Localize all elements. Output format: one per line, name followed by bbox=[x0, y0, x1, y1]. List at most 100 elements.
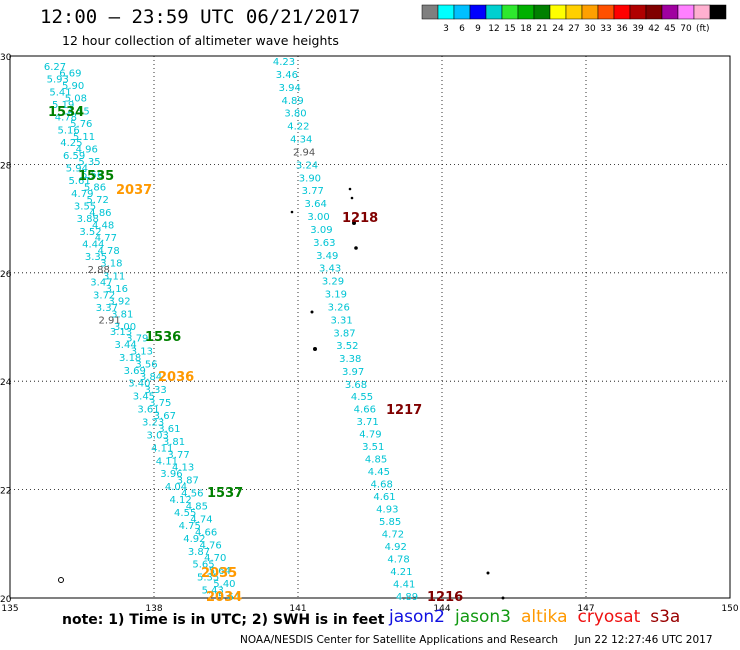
wave-height-value: 5.64 bbox=[218, 592, 240, 603]
wave-height-value: 4.66 bbox=[354, 405, 376, 416]
wave-height-value: 4.12 bbox=[169, 495, 191, 506]
wave-height-value: 3.49 bbox=[316, 251, 338, 262]
scale-color-box bbox=[645, 4, 663, 20]
map-frame bbox=[9, 55, 731, 599]
lon-tick-label: 147 bbox=[577, 604, 594, 614]
wave-height-value: 2.91 bbox=[99, 316, 121, 327]
satellite-legend: jason2 jason3 altika cryosat s3a bbox=[389, 607, 690, 627]
wave-height-value: 4.72 bbox=[382, 530, 404, 541]
wave-height-value: 4.78 bbox=[97, 246, 119, 257]
scale-color-box bbox=[517, 4, 535, 20]
wave-height-value: 4.78 bbox=[387, 555, 409, 566]
wave-height-value: 3.87 bbox=[333, 328, 355, 339]
wave-height-value: 4.66 bbox=[195, 527, 217, 538]
wave-height-value: 3.24 bbox=[296, 160, 318, 171]
lon-tick-label: 150 bbox=[721, 604, 738, 614]
axis-labels: 135 138 141 144 147 150 30 28 26 24 22 20 bbox=[0, 53, 739, 614]
scale-label: 42 bbox=[648, 24, 659, 34]
wave-height-value: 3.81 bbox=[111, 309, 133, 320]
wave-height-value: 3.90 bbox=[299, 173, 321, 184]
wave-height-value: 3.77 bbox=[302, 186, 324, 197]
wave-height-value: 4.11 bbox=[151, 443, 173, 454]
wave-height-value: 3.43 bbox=[319, 264, 341, 275]
wave-height-value: 3.52 bbox=[79, 227, 101, 238]
wave-height-value: 3.09 bbox=[310, 225, 332, 236]
wave-height-value: 4.76 bbox=[200, 540, 222, 551]
lat-tick-label: 24 bbox=[0, 378, 12, 388]
scale-label: 30 bbox=[584, 24, 596, 34]
wave-height-value: 4.75 bbox=[179, 521, 201, 532]
wave-height-value: 5.16 bbox=[58, 125, 80, 136]
wave-height-value: 3.71 bbox=[356, 417, 378, 428]
scale-color-box bbox=[421, 4, 439, 20]
scale-color-box bbox=[485, 4, 503, 20]
scale-color-box bbox=[581, 4, 599, 20]
wave-height-value: 3.68 bbox=[345, 380, 367, 391]
wave-height-value: 3.19 bbox=[325, 290, 347, 301]
scale-color-box bbox=[661, 4, 679, 20]
wave-height-value: 3.18 bbox=[100, 259, 122, 270]
wave-height-value: 5.11 bbox=[73, 132, 95, 143]
color-scale: 3 6 9 12 15 18 21 24 27 30 33 36 39 42 45 70 (ft) bbox=[421, 4, 727, 34]
wave-height-value: 5.43 bbox=[202, 586, 224, 597]
wave-height-value: 4.23 bbox=[273, 57, 295, 68]
legend-item-jason3: jason3 bbox=[455, 607, 511, 627]
pass-label: 2035 bbox=[201, 566, 237, 581]
wave-height-value: 4.89 bbox=[282, 96, 304, 107]
scale-label: 21 bbox=[536, 24, 547, 34]
wave-height-value: 5.35 bbox=[78, 157, 100, 168]
wave-height-value: 3.63 bbox=[313, 238, 335, 249]
legend-item-jason2: jason2 bbox=[389, 607, 445, 627]
wave-height-value: 5.94 bbox=[66, 163, 88, 174]
wave-height-value: 3.77 bbox=[167, 450, 189, 461]
wave-height-value: 4.45 bbox=[368, 467, 390, 478]
wave-height-value: 4.74 bbox=[190, 514, 212, 525]
wave-height-value: 4.34 bbox=[290, 135, 312, 146]
wave-height-value: 5.19 bbox=[52, 100, 74, 111]
scale-unit: (ft) bbox=[696, 24, 710, 34]
scale-label: 27 bbox=[568, 24, 579, 34]
wave-height-value: 3.87 bbox=[188, 547, 210, 558]
scale-label: 18 bbox=[520, 24, 532, 34]
wave-height-value: 3.52 bbox=[336, 341, 358, 352]
wave-height-value: 6.69 bbox=[59, 68, 81, 79]
wave-height-value: 3.96 bbox=[160, 469, 182, 480]
wave-height-value: 3.75 bbox=[149, 398, 171, 409]
footnote: note: 1) Time is in UTC; 2) SWH is in fe… bbox=[62, 612, 385, 628]
wave-height-value: 5.72 bbox=[87, 195, 109, 206]
scale-color-box bbox=[709, 4, 727, 20]
wave-height-value: 4.48 bbox=[92, 221, 114, 232]
wave-height-value: 4.55 bbox=[67, 106, 89, 117]
wave-height-value: 3.88 bbox=[77, 214, 99, 225]
legend-item-altika: altika bbox=[521, 607, 568, 627]
lat-tick-label: 26 bbox=[0, 270, 12, 280]
wave-height-value: 3.00 bbox=[307, 212, 329, 223]
scale-label: 45 bbox=[664, 24, 675, 34]
wave-height-value: 3.47 bbox=[90, 278, 112, 289]
wave-height-value: 4.77 bbox=[95, 233, 117, 244]
wave-height-value: 5.61 bbox=[68, 176, 90, 187]
wave-height-value: 3.87 bbox=[177, 476, 199, 487]
wave-height-value: 5.56 bbox=[81, 170, 103, 181]
island-mark bbox=[350, 196, 354, 200]
legend-item-s3a: s3a bbox=[650, 607, 681, 627]
wave-height-value: 5.93 bbox=[47, 75, 69, 86]
wave-height-value: 3.23 bbox=[142, 417, 164, 428]
wave-height-value: 4.96 bbox=[76, 144, 98, 155]
pass-label: 1534 bbox=[48, 105, 84, 120]
pass-label: 2034 bbox=[206, 590, 242, 605]
pass-label: 2036 bbox=[158, 370, 194, 385]
lon-tick-label: 144 bbox=[433, 604, 450, 614]
wave-height-value: 3.44 bbox=[114, 340, 136, 351]
scale-label: 33 bbox=[600, 24, 611, 34]
wave-height-value: 4.93 bbox=[376, 505, 398, 516]
wave-height-value: 3.03 bbox=[147, 430, 169, 441]
wave-height-value: 5.35 bbox=[197, 573, 219, 584]
wave-height-value: 4.44 bbox=[82, 240, 104, 251]
wave-height-value: 3.11 bbox=[103, 271, 125, 282]
pass-label: 2037 bbox=[116, 183, 152, 198]
wave-height-value: 3.37 bbox=[96, 303, 118, 314]
wave-height-value: 6.27 bbox=[44, 62, 66, 73]
lat-tick-label: 30 bbox=[0, 53, 12, 63]
wave-height-value: 3.13 bbox=[131, 346, 153, 357]
